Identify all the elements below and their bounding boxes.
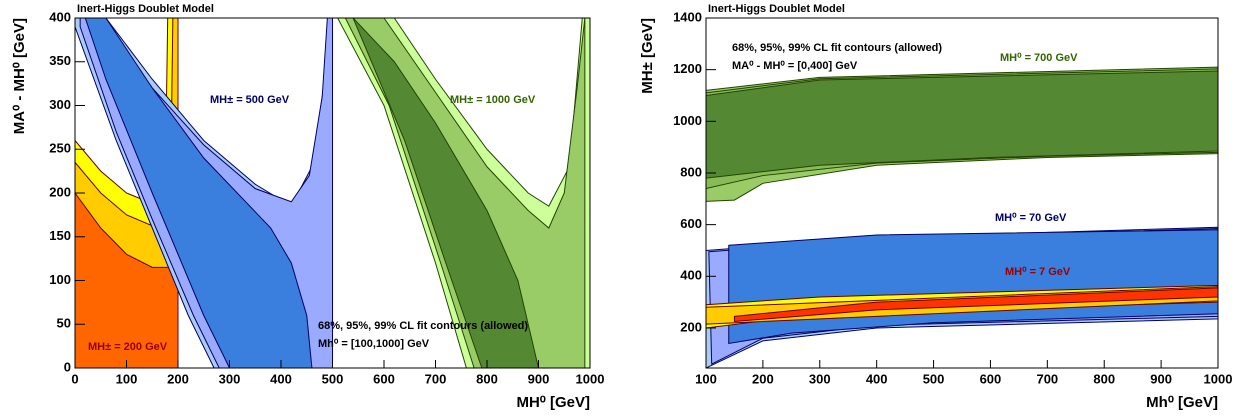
x-tick-label: 900 [1150,371,1172,386]
y-tick-label: 400 [680,268,702,283]
y-tick-label: 300 [49,97,71,112]
plot-area [75,18,590,368]
x-tick-label: 600 [373,371,395,386]
x-tick-label: 300 [809,371,831,386]
series-label: MH± = 200 GeV [88,341,168,353]
y-tick-label: 800 [680,164,702,179]
contour-region [84,18,313,368]
series-label: MH± = 500 GeV [210,94,290,106]
x-tick-label: 500 [322,371,344,386]
chart-title: Inert-Higgs Doublet Model [77,3,214,15]
y-axis-label: MH± [GeV] [639,18,656,94]
plot-frame [705,17,1219,369]
plot-area [706,66,1218,368]
x-tick-label: 300 [219,371,241,386]
annotation: Mh⁰ = [100,1000] GeV [318,338,430,350]
y-tick-label: 100 [49,272,71,287]
contour-region [733,287,1218,323]
x-tick-label: 100 [116,371,138,386]
x-axis-label: Mh⁰ [GeV] [1146,394,1218,411]
series-label: MH⁰ = 700 GeV [1000,52,1078,64]
x-tick-label: 900 [528,371,550,386]
y-tick-label: 250 [49,141,71,156]
x-tick-label: 800 [1093,371,1115,386]
y-tick-label: 600 [680,216,702,231]
x-tick-label: 400 [270,371,292,386]
y-tick-label: 1000 [673,113,702,128]
y-tick-label: 150 [49,228,71,243]
x-tick-label: 400 [866,371,888,386]
y-tick-label: 50 [57,316,71,331]
y-axis-label: MA⁰ - MH⁰ [GeV] [11,18,28,134]
x-tick-label: 600 [980,371,1002,386]
contour-region [706,70,1218,179]
contour-region [352,18,540,368]
x-tick-label: 700 [425,371,447,386]
x-tick-label: 1000 [1204,371,1233,386]
contour-region [75,192,179,368]
x-tick-label: 200 [167,371,189,386]
y-tick-label: 1200 [673,61,702,76]
x-tick-label: 800 [476,371,498,386]
annotation: 68%, 95%, 99% CL fit contours (allowed) [318,320,528,332]
chart-title: Inert-Higgs Doublet Model [708,3,845,15]
y-tick-label: 350 [49,53,71,68]
x-tick-label: 500 [923,371,945,386]
x-tick-label: 1000 [576,371,605,386]
y-tick-label: 0 [64,359,71,374]
series-label: MH⁰ = 7 GeV [1005,266,1071,278]
contour-region [728,229,1218,345]
y-tick-label: 200 [680,319,702,334]
y-tick-label: 1400 [673,9,702,24]
x-axis-label: MH⁰ [GeV] [516,394,590,411]
x-tick-label: 700 [1036,371,1058,386]
x-tick-label: 100 [695,371,717,386]
annotation: 68%, 95%, 99% CL fit contours (allowed) [732,42,942,54]
x-tick-label: 0 [71,371,78,386]
y-tick-label: 200 [49,184,71,199]
y-tick-label: 400 [49,9,71,24]
annotation: MA⁰ - MH⁰ = [0,400] GeV [732,60,858,72]
x-tick-label: 200 [752,371,774,386]
series-label: MH⁰ = 70 GeV [995,212,1067,224]
series-label: MH± = 1000 GeV [450,94,536,106]
